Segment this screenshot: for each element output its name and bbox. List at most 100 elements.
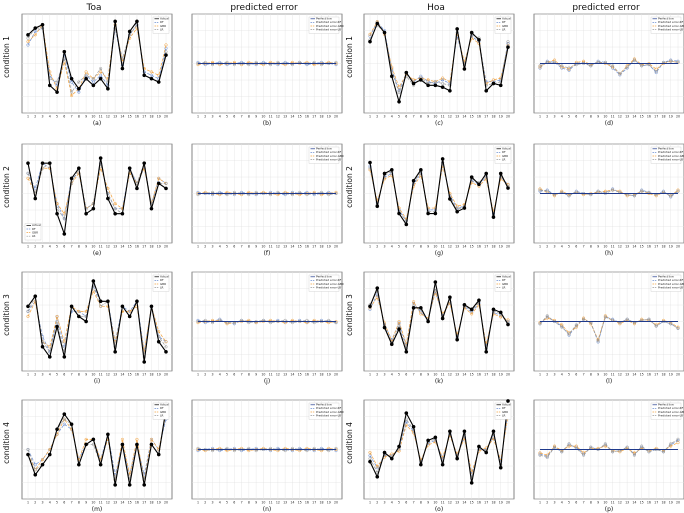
- x-tick-label: 6: [575, 501, 577, 505]
- data-point: [441, 81, 445, 86]
- data-point: [484, 171, 489, 176]
- data-point: [26, 452, 30, 457]
- data-point: [426, 83, 430, 88]
- x-tick-label: 11: [99, 501, 103, 505]
- x-tick-label: 10: [261, 245, 265, 249]
- x-tick-label: 13: [113, 245, 117, 249]
- x-tick-label: 12: [448, 373, 452, 377]
- x-tick-label: 19: [669, 501, 673, 505]
- legend-box: [308, 402, 340, 420]
- legend-label: Perfect line: [316, 403, 332, 407]
- data-point: [375, 21, 380, 26]
- data-point: [640, 64, 644, 68]
- data-point: [164, 181, 168, 185]
- x-tick-label: 13: [625, 245, 629, 249]
- legend-label: LR: [32, 234, 36, 238]
- data-point: [506, 186, 510, 190]
- data-point: [397, 321, 401, 325]
- x-tick-label: 16: [135, 373, 139, 377]
- data-point: [441, 78, 445, 82]
- legend-label: RF: [160, 20, 164, 24]
- data-point: [418, 306, 423, 310]
- x-tick-label: 10: [603, 245, 607, 249]
- x-tick-label: 4: [391, 245, 393, 249]
- legend-label: Perfect line: [658, 147, 674, 151]
- x-tick-label: 6: [575, 115, 577, 119]
- x-tick-label: 16: [477, 115, 481, 119]
- data-point: [84, 437, 88, 441]
- data-point: [106, 299, 110, 304]
- x-tick-label: 11: [611, 501, 615, 505]
- data-point: [55, 90, 59, 94]
- x-tick-label: 4: [49, 245, 51, 249]
- legend-label: RF: [160, 406, 164, 410]
- x-tick-label: 8: [248, 501, 250, 505]
- x-tick-label: 7: [583, 373, 585, 377]
- x-tick-label: 5: [226, 501, 228, 505]
- data-point: [113, 207, 117, 211]
- x-tick-label: 17: [654, 373, 658, 377]
- x-tick-label: 3: [42, 115, 44, 119]
- data-point: [98, 299, 103, 304]
- x-tick-label: 16: [477, 373, 481, 377]
- x-tick-label: 2: [34, 245, 36, 249]
- data-point: [91, 206, 96, 211]
- x-tick-label: 3: [212, 373, 214, 377]
- legend-label: Predicted error-RF: [658, 278, 684, 282]
- legend-label: Predicted error-GBR: [316, 282, 344, 286]
- x-tick-label: 13: [455, 373, 459, 377]
- legend-label: LR: [502, 285, 506, 289]
- legend-label: Predicted error-LR: [316, 413, 341, 417]
- data-point: [545, 316, 549, 320]
- x-tick-label: 5: [568, 245, 570, 249]
- x-tick-label: 19: [499, 501, 503, 505]
- data-point: [448, 429, 452, 434]
- data-point: [149, 304, 154, 309]
- x-tick-label: 5: [56, 245, 58, 249]
- x-tick-label: 19: [669, 115, 673, 119]
- x-tick-label: 7: [413, 115, 415, 119]
- data-point: [545, 454, 549, 458]
- data-point: [91, 437, 96, 442]
- data-point: [603, 442, 607, 446]
- x-tick-label: 3: [42, 373, 44, 377]
- data-point: [560, 325, 564, 329]
- x-tick-label: 20: [334, 115, 338, 119]
- data-point: [55, 427, 59, 432]
- data-point: [491, 81, 496, 86]
- x-tick-label: 2: [204, 373, 206, 377]
- data-point: [368, 304, 372, 309]
- panel-label-c: (c): [435, 120, 443, 127]
- x-tick-label: 2: [204, 245, 206, 249]
- x-tick-label: 3: [554, 373, 556, 377]
- x-tick-label: 17: [142, 245, 146, 249]
- data-point: [676, 441, 680, 445]
- data-point: [120, 211, 125, 216]
- x-tick-label: 19: [499, 115, 503, 119]
- data-point: [484, 450, 489, 455]
- x-tick-label: 1: [27, 373, 29, 377]
- data-point: [40, 344, 45, 349]
- x-tick-label: 8: [590, 373, 592, 377]
- x-tick-label: 18: [319, 373, 323, 377]
- data-point: [135, 442, 139, 447]
- x-tick-label: 19: [499, 373, 503, 377]
- x-tick-label: 8: [590, 245, 592, 249]
- data-point: [560, 64, 564, 68]
- data-point: [390, 452, 394, 456]
- data-point: [135, 299, 139, 304]
- x-tick-label: 3: [384, 115, 386, 119]
- data-point: [77, 90, 81, 94]
- data-point: [389, 74, 394, 79]
- x-tick-label: 7: [413, 501, 415, 505]
- data-point: [225, 322, 229, 326]
- data-point: [433, 435, 438, 440]
- data-point: [676, 188, 680, 192]
- x-tick-label: 20: [506, 501, 510, 505]
- x-tick-label: 19: [327, 115, 331, 119]
- x-tick-label: 5: [398, 501, 400, 505]
- x-tick-label: 12: [618, 115, 622, 119]
- x-tick-label: 14: [120, 245, 124, 249]
- data-point: [26, 171, 30, 175]
- data-point: [62, 232, 67, 236]
